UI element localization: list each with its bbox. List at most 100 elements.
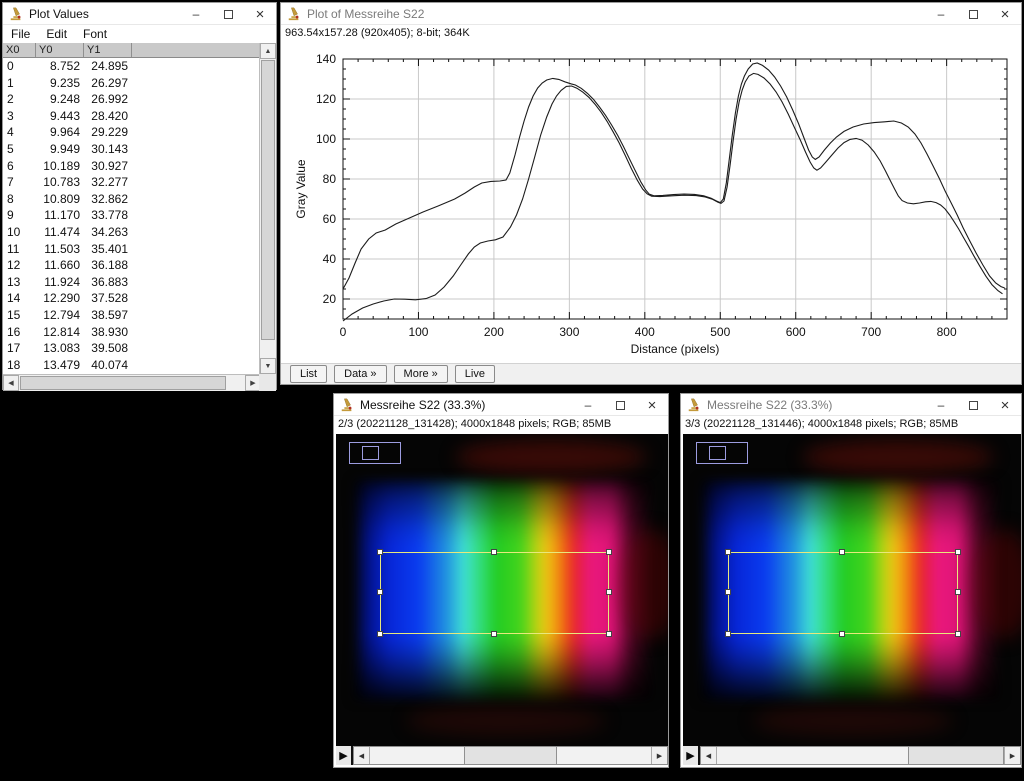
roi-handle[interactable]	[839, 549, 845, 555]
table-row[interactable]: 17 13.083 39.508	[7, 341, 128, 356]
table-row[interactable]: 9 11.170 33.778	[7, 208, 128, 223]
svg-text:0: 0	[340, 325, 347, 339]
scroll-up-icon[interactable]: ▲	[260, 43, 276, 59]
minimize-button[interactable]: –	[937, 398, 945, 412]
table-row[interactable]: 14 12.290 37.528	[7, 291, 128, 306]
slice-slider[interactable]: ◀ ▶	[700, 746, 1021, 765]
imagej-icon	[287, 7, 301, 21]
slider-left-icon[interactable]: ◀	[701, 747, 717, 764]
vertical-scrollbar-thumb[interactable]	[261, 60, 275, 340]
roi-handle[interactable]	[606, 549, 612, 555]
window-title: Plot Values	[29, 6, 89, 21]
stray-light-ghost	[753, 706, 953, 736]
maximize-button[interactable]	[957, 394, 989, 416]
slider-right-icon[interactable]: ▶	[651, 747, 667, 764]
image3-titlebar[interactable]: Messreihe S22 (33.3%) – ×	[681, 394, 1021, 416]
slider-right-icon[interactable]: ▶	[1004, 747, 1020, 764]
table-row[interactable]: 12 11.660 36.188	[7, 258, 128, 273]
close-button[interactable]: ×	[1000, 5, 1010, 23]
window-title: Messreihe S22 (33.3%)	[707, 397, 833, 412]
table-row[interactable]: 8 10.809 32.862	[7, 191, 128, 206]
roi-handle[interactable]	[725, 631, 731, 637]
column-header-x0: X0	[3, 43, 36, 57]
live-button[interactable]: Live	[454, 365, 495, 383]
roi-handle[interactable]	[955, 631, 961, 637]
roi-handle[interactable]	[839, 631, 845, 637]
roi-handle[interactable]	[606, 589, 612, 595]
maximize-icon	[223, 9, 233, 19]
list-button[interactable]: List	[290, 365, 328, 383]
roi-handle[interactable]	[377, 631, 383, 637]
zoom-position-indicator[interactable]	[349, 442, 401, 464]
minimize-button[interactable]: –	[584, 398, 592, 412]
table-row[interactable]: 11 11.503 35.401	[7, 241, 128, 256]
roi-handle[interactable]	[955, 549, 961, 555]
maximize-button[interactable]	[604, 394, 636, 416]
slider-thumb[interactable]	[908, 747, 1004, 764]
roi-handle[interactable]	[490, 549, 497, 555]
image3-status-text: 3/3 (20221128_131446); 4000x1848 pixels;…	[681, 416, 1021, 434]
maximize-icon	[968, 9, 978, 19]
table-row[interactable]: 6 10.189 30.927	[7, 158, 128, 173]
zoom-position-indicator[interactable]	[696, 442, 748, 464]
menubar: File Edit Font	[3, 25, 276, 43]
vertical-scrollbar[interactable]: ▲ ▼	[259, 43, 276, 374]
plot-values-titlebar[interactable]: Plot Values – ×	[3, 3, 276, 25]
data-button[interactable]: Data »	[334, 365, 387, 383]
roi-handle[interactable]	[377, 549, 383, 555]
image2-titlebar[interactable]: Messreihe S22 (33.3%) – ×	[334, 394, 668, 416]
close-button[interactable]: ×	[1000, 396, 1010, 414]
roi-handle[interactable]	[725, 589, 731, 595]
stray-light-ghost	[456, 440, 646, 474]
roi-handle[interactable]	[955, 589, 961, 595]
roi-handle[interactable]	[606, 631, 612, 637]
table-row[interactable]: 16 12.814 38.930	[7, 324, 128, 339]
column-header-filler	[132, 43, 261, 57]
roi-handle[interactable]	[725, 549, 731, 555]
column-header-y1: Y1	[84, 43, 132, 57]
table-row[interactable]: 4 9.964 29.229	[7, 125, 128, 140]
slider-track[interactable]	[717, 747, 1004, 764]
image2-canvas[interactable]	[336, 434, 668, 746]
close-button[interactable]: ×	[647, 396, 657, 414]
more-button[interactable]: More »	[393, 365, 448, 383]
roi-selection-rectangle[interactable]	[377, 549, 612, 637]
spectrum-image	[700, 480, 1000, 700]
table-row[interactable]: 0 8.752 24.895	[7, 59, 128, 73]
table-body[interactable]: 0 8.752 24.895 1 9.235 26.297 2 9.248 26.992 3 9.4…	[3, 58, 261, 374]
scroll-down-icon[interactable]: ▼	[260, 358, 276, 374]
table-row[interactable]: 2 9.248 26.992	[7, 92, 128, 107]
table-row[interactable]: 15 12.794 38.597	[7, 307, 128, 322]
maximize-button[interactable]	[212, 3, 244, 25]
roi-selection-rectangle[interactable]	[725, 549, 961, 637]
menu-font[interactable]: Font	[83, 27, 108, 41]
scroll-left-icon[interactable]: ◀	[3, 375, 19, 391]
minimize-button[interactable]: –	[192, 7, 200, 21]
horizontal-scrollbar-thumb[interactable]	[20, 376, 226, 390]
slider-thumb[interactable]	[463, 747, 558, 764]
slider-track[interactable]	[370, 747, 651, 764]
table-row[interactable]: 5 9.949 30.143	[7, 141, 128, 156]
close-button[interactable]: ×	[255, 5, 265, 23]
slice-slider[interactable]: ◀ ▶	[353, 746, 668, 765]
menu-file[interactable]: File	[11, 27, 31, 41]
table-row[interactable]: 13 11.924 36.883	[7, 274, 128, 289]
table-row[interactable]: 10 11.474 34.263	[7, 224, 128, 239]
menu-edit[interactable]: Edit	[46, 27, 68, 41]
slider-left-icon[interactable]: ◀	[354, 747, 370, 764]
table-row[interactable]: 18 13.479 40.074	[7, 357, 128, 372]
image3-canvas[interactable]	[683, 434, 1021, 746]
play-icon[interactable]: ▶	[683, 746, 698, 765]
minimize-button[interactable]: –	[937, 7, 945, 21]
table-row[interactable]: 7 10.783 32.277	[7, 175, 128, 190]
roi-handle[interactable]	[377, 589, 383, 595]
maximize-button[interactable]	[957, 3, 989, 25]
play-icon[interactable]: ▶	[336, 746, 351, 765]
roi-handle[interactable]	[490, 631, 497, 637]
plot-titlebar[interactable]: Plot of Messreihe S22 – ×	[281, 3, 1021, 25]
plot-status-text: 963.54x157.28 (920x405); 8-bit; 364K	[281, 25, 1021, 43]
table-row[interactable]: 1 9.235 26.297	[7, 75, 128, 90]
horizontal-scrollbar[interactable]: ◀ ▶	[3, 374, 261, 391]
table-row[interactable]: 3 9.443 28.420	[7, 108, 128, 123]
plot-canvas[interactable]: 0 100 200 300 400 500 600 700 800 20 40 60 80 100 120 1…	[281, 43, 1021, 363]
